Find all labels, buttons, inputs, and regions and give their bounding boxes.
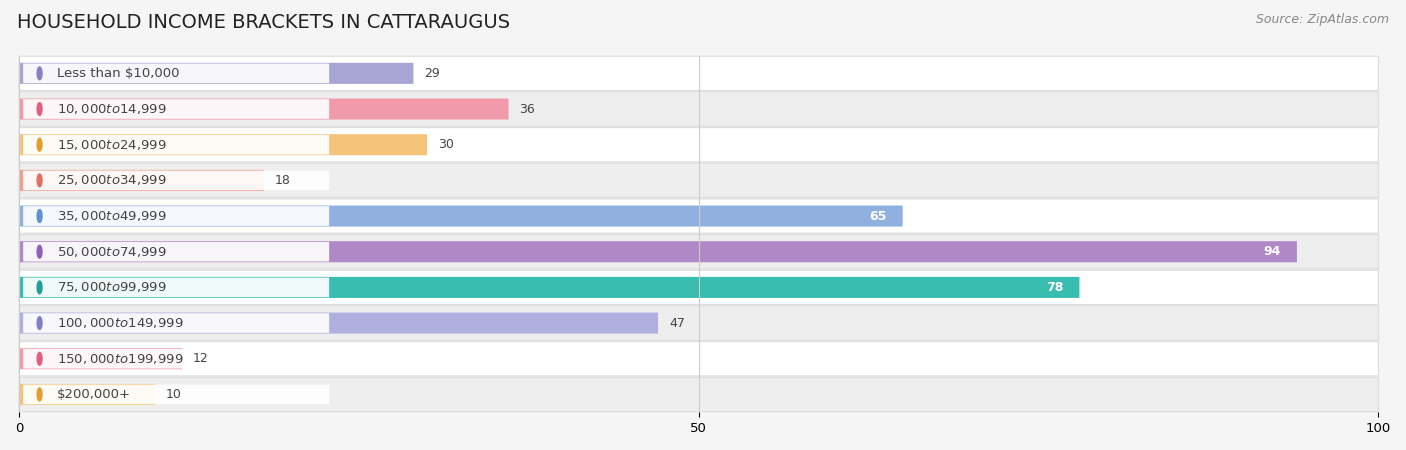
FancyBboxPatch shape xyxy=(20,206,903,226)
Text: $150,000 to $199,999: $150,000 to $199,999 xyxy=(58,352,184,366)
FancyBboxPatch shape xyxy=(20,99,509,120)
Circle shape xyxy=(37,388,42,401)
Circle shape xyxy=(37,138,42,151)
Circle shape xyxy=(37,245,42,258)
FancyBboxPatch shape xyxy=(20,270,1378,305)
FancyBboxPatch shape xyxy=(20,277,1080,298)
Text: Source: ZipAtlas.com: Source: ZipAtlas.com xyxy=(1256,14,1389,27)
FancyBboxPatch shape xyxy=(20,163,1378,198)
FancyBboxPatch shape xyxy=(22,242,329,261)
FancyBboxPatch shape xyxy=(20,134,427,155)
Circle shape xyxy=(37,352,42,365)
Text: 29: 29 xyxy=(425,67,440,80)
Circle shape xyxy=(37,174,42,187)
Text: 12: 12 xyxy=(193,352,209,365)
Circle shape xyxy=(37,281,42,294)
FancyBboxPatch shape xyxy=(22,206,329,226)
Text: 10: 10 xyxy=(166,388,181,401)
Text: 30: 30 xyxy=(437,138,454,151)
Text: $50,000 to $74,999: $50,000 to $74,999 xyxy=(58,245,167,259)
Text: 36: 36 xyxy=(519,103,536,116)
Text: 18: 18 xyxy=(274,174,291,187)
Text: HOUSEHOLD INCOME BRACKETS IN CATTARAUGUS: HOUSEHOLD INCOME BRACKETS IN CATTARAUGUS xyxy=(17,14,510,32)
Text: $25,000 to $34,999: $25,000 to $34,999 xyxy=(58,173,167,187)
FancyBboxPatch shape xyxy=(22,349,329,369)
Circle shape xyxy=(37,317,42,329)
FancyBboxPatch shape xyxy=(20,313,658,333)
Text: $75,000 to $99,999: $75,000 to $99,999 xyxy=(58,280,167,294)
FancyBboxPatch shape xyxy=(22,385,329,404)
FancyBboxPatch shape xyxy=(22,99,329,119)
FancyBboxPatch shape xyxy=(22,63,329,83)
FancyBboxPatch shape xyxy=(22,313,329,333)
FancyBboxPatch shape xyxy=(20,377,1378,412)
FancyBboxPatch shape xyxy=(22,135,329,154)
Text: 47: 47 xyxy=(669,317,685,329)
FancyBboxPatch shape xyxy=(20,342,1378,376)
Circle shape xyxy=(37,103,42,116)
Text: $15,000 to $24,999: $15,000 to $24,999 xyxy=(58,138,167,152)
FancyBboxPatch shape xyxy=(20,56,1378,90)
FancyBboxPatch shape xyxy=(22,171,329,190)
FancyBboxPatch shape xyxy=(20,306,1378,340)
FancyBboxPatch shape xyxy=(20,170,264,191)
Text: $100,000 to $149,999: $100,000 to $149,999 xyxy=(58,316,184,330)
FancyBboxPatch shape xyxy=(20,384,155,405)
FancyBboxPatch shape xyxy=(20,63,413,84)
Text: 78: 78 xyxy=(1046,281,1063,294)
Text: Less than $10,000: Less than $10,000 xyxy=(58,67,180,80)
FancyBboxPatch shape xyxy=(20,92,1378,126)
FancyBboxPatch shape xyxy=(20,348,183,369)
Text: 65: 65 xyxy=(869,210,886,223)
Circle shape xyxy=(37,67,42,80)
FancyBboxPatch shape xyxy=(20,127,1378,162)
FancyBboxPatch shape xyxy=(20,234,1378,269)
Text: $10,000 to $14,999: $10,000 to $14,999 xyxy=(58,102,167,116)
FancyBboxPatch shape xyxy=(22,278,329,297)
Text: $200,000+: $200,000+ xyxy=(58,388,131,401)
FancyBboxPatch shape xyxy=(20,241,1296,262)
FancyBboxPatch shape xyxy=(20,199,1378,233)
Circle shape xyxy=(37,210,42,222)
Text: $35,000 to $49,999: $35,000 to $49,999 xyxy=(58,209,167,223)
Text: 94: 94 xyxy=(1263,245,1281,258)
